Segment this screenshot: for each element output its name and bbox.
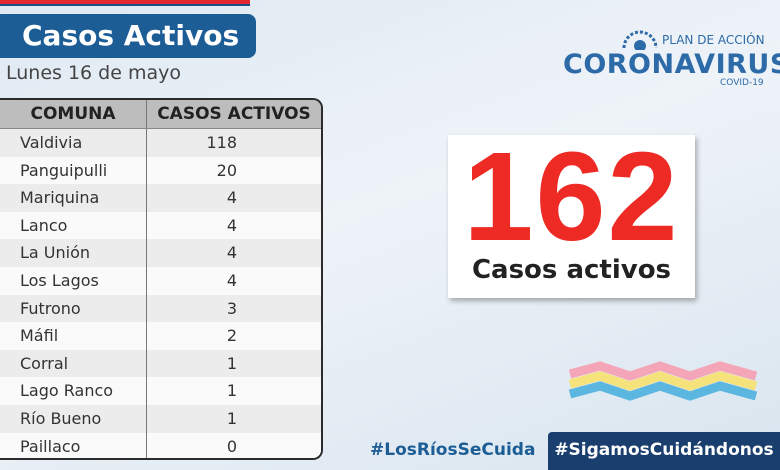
table-header: COMUNA CASOS ACTIVOS [0, 100, 321, 129]
cell-name: Máfil [0, 322, 147, 350]
cell-name: Los Lagos [0, 266, 147, 295]
cell-name: Lago Ranco [0, 377, 147, 405]
cell-value: 4 [226, 188, 237, 208]
total-label: Casos activos [471, 255, 672, 285]
column-header: COMUNA [0, 100, 147, 128]
logo-icon [622, 30, 658, 50]
cell-value: 1 [226, 353, 237, 373]
cell-value: 0 [226, 436, 237, 456]
cell-name: Río Bueno [0, 404, 147, 433]
table-row: Corral 1 [0, 349, 321, 378]
table-row: Lanco 4 [0, 211, 321, 240]
cell-value: 4 [226, 270, 237, 290]
table: COMUNA CASOS ACTIVOS Valdivia 118 Panguipull… [0, 98, 323, 460]
table-row: Panguipulli 20 [0, 156, 321, 185]
decoration [568, 361, 758, 401]
logo-name: CORONAVIRUS [563, 49, 780, 80]
table-row: Valdivia 118 [0, 129, 321, 157]
title: Casos Activos [0, 14, 256, 58]
cell-value: 4 [226, 215, 237, 235]
cell-value: 118 [206, 133, 237, 152]
table-row: Máfil 2 [0, 322, 321, 350]
cell-name: Paillaco [0, 432, 147, 458]
cell-value: 1 [226, 408, 237, 428]
table-row: Los Lagos 4 [0, 266, 321, 295]
cell-value: 20 [216, 160, 237, 180]
cell-value: 3 [226, 298, 237, 318]
table-row: Futrono 3 [0, 294, 321, 323]
cell-value: 2 [226, 326, 237, 346]
cell-name: La Unión [0, 239, 147, 267]
cell-name: Corral [0, 349, 147, 378]
cell-name: Panguipulli [0, 156, 147, 185]
hashtag: #SigamosCuidándonos [548, 432, 780, 470]
table-row: Paillaco 0 [0, 432, 321, 458]
cell-name: Lanco [0, 211, 147, 240]
table-row: Mariquina 4 [0, 184, 321, 212]
column-header: CASOS ACTIVOS [157, 104, 311, 124]
logo-sub: COVID-19 [720, 78, 764, 88]
flag-stripe [0, 4, 250, 6]
table-row: Río Bueno 1 [0, 404, 321, 433]
cell-name: Futrono [0, 294, 147, 323]
cell-name: Valdivia [0, 129, 147, 157]
date: Lunes 16 de mayo [6, 62, 181, 84]
table-row: La Unión 4 [0, 239, 321, 267]
total-value: 162 [463, 126, 680, 267]
cell-value: 1 [226, 381, 237, 401]
cell-value: 4 [226, 243, 237, 263]
flag-stripe [0, 0, 250, 4]
logo-plan: PLAN DE ACCIÓN [662, 33, 765, 47]
cell-name: Mariquina [0, 184, 147, 212]
total-card: 162 Casos activos [448, 126, 695, 298]
hashtag: #LosRíosSeCuida [370, 440, 536, 460]
table-row: Lago Ranco 1 [0, 377, 321, 405]
